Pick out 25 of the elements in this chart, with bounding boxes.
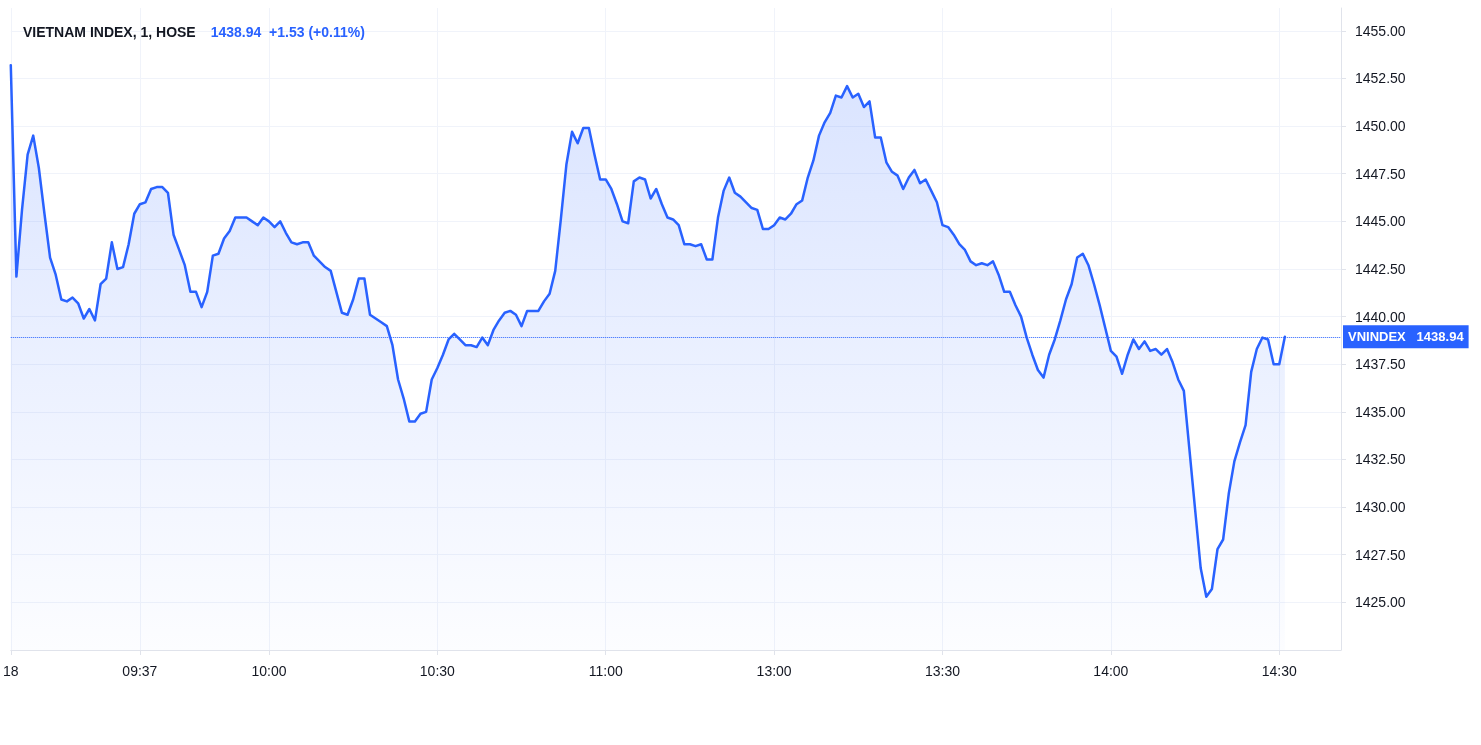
y-tick-label: 1455.00 bbox=[1355, 22, 1406, 39]
x-tick-label: 18 bbox=[3, 663, 19, 679]
y-tick-label: 1437.50 bbox=[1355, 356, 1406, 373]
text: VIETNAM INDEX, 1, HOSE bbox=[23, 24, 196, 40]
text: 1438.94 +1.53 (+0.11%) bbox=[210, 24, 365, 40]
y-tick-label: 1447.50 bbox=[1355, 165, 1406, 182]
x-tick-label: 14:30 bbox=[1261, 663, 1297, 679]
y-tick-label: 1450.00 bbox=[1355, 118, 1406, 135]
y-tick-label: 1432.50 bbox=[1355, 451, 1406, 468]
y-tick-label: 1430.00 bbox=[1355, 499, 1406, 516]
x-tick-label: 10:30 bbox=[419, 663, 456, 679]
y-tick-label: 1452.50 bbox=[1355, 70, 1406, 87]
y-tick-label: 1427.50 bbox=[1355, 546, 1406, 563]
y-tick-label: 1442.50 bbox=[1355, 260, 1406, 277]
y-tick-label: 1425.00 bbox=[1355, 594, 1406, 611]
y-tick-label: 1435.00 bbox=[1355, 403, 1406, 420]
x-tick-label: 09:37 bbox=[122, 663, 158, 679]
ref-line-label: VNINDEX 1438.94 bbox=[1348, 329, 1465, 345]
x-tick-label: 13:30 bbox=[924, 663, 961, 679]
y-tick-label: 1445.00 bbox=[1355, 213, 1406, 230]
x-tick-label: 14:00 bbox=[1093, 663, 1129, 679]
x-tick-label: 11:00 bbox=[588, 663, 623, 679]
x-tick-label: 13:00 bbox=[756, 663, 792, 679]
x-tick-label: 10:00 bbox=[251, 663, 287, 679]
y-tick-label: 1440.00 bbox=[1355, 308, 1406, 325]
